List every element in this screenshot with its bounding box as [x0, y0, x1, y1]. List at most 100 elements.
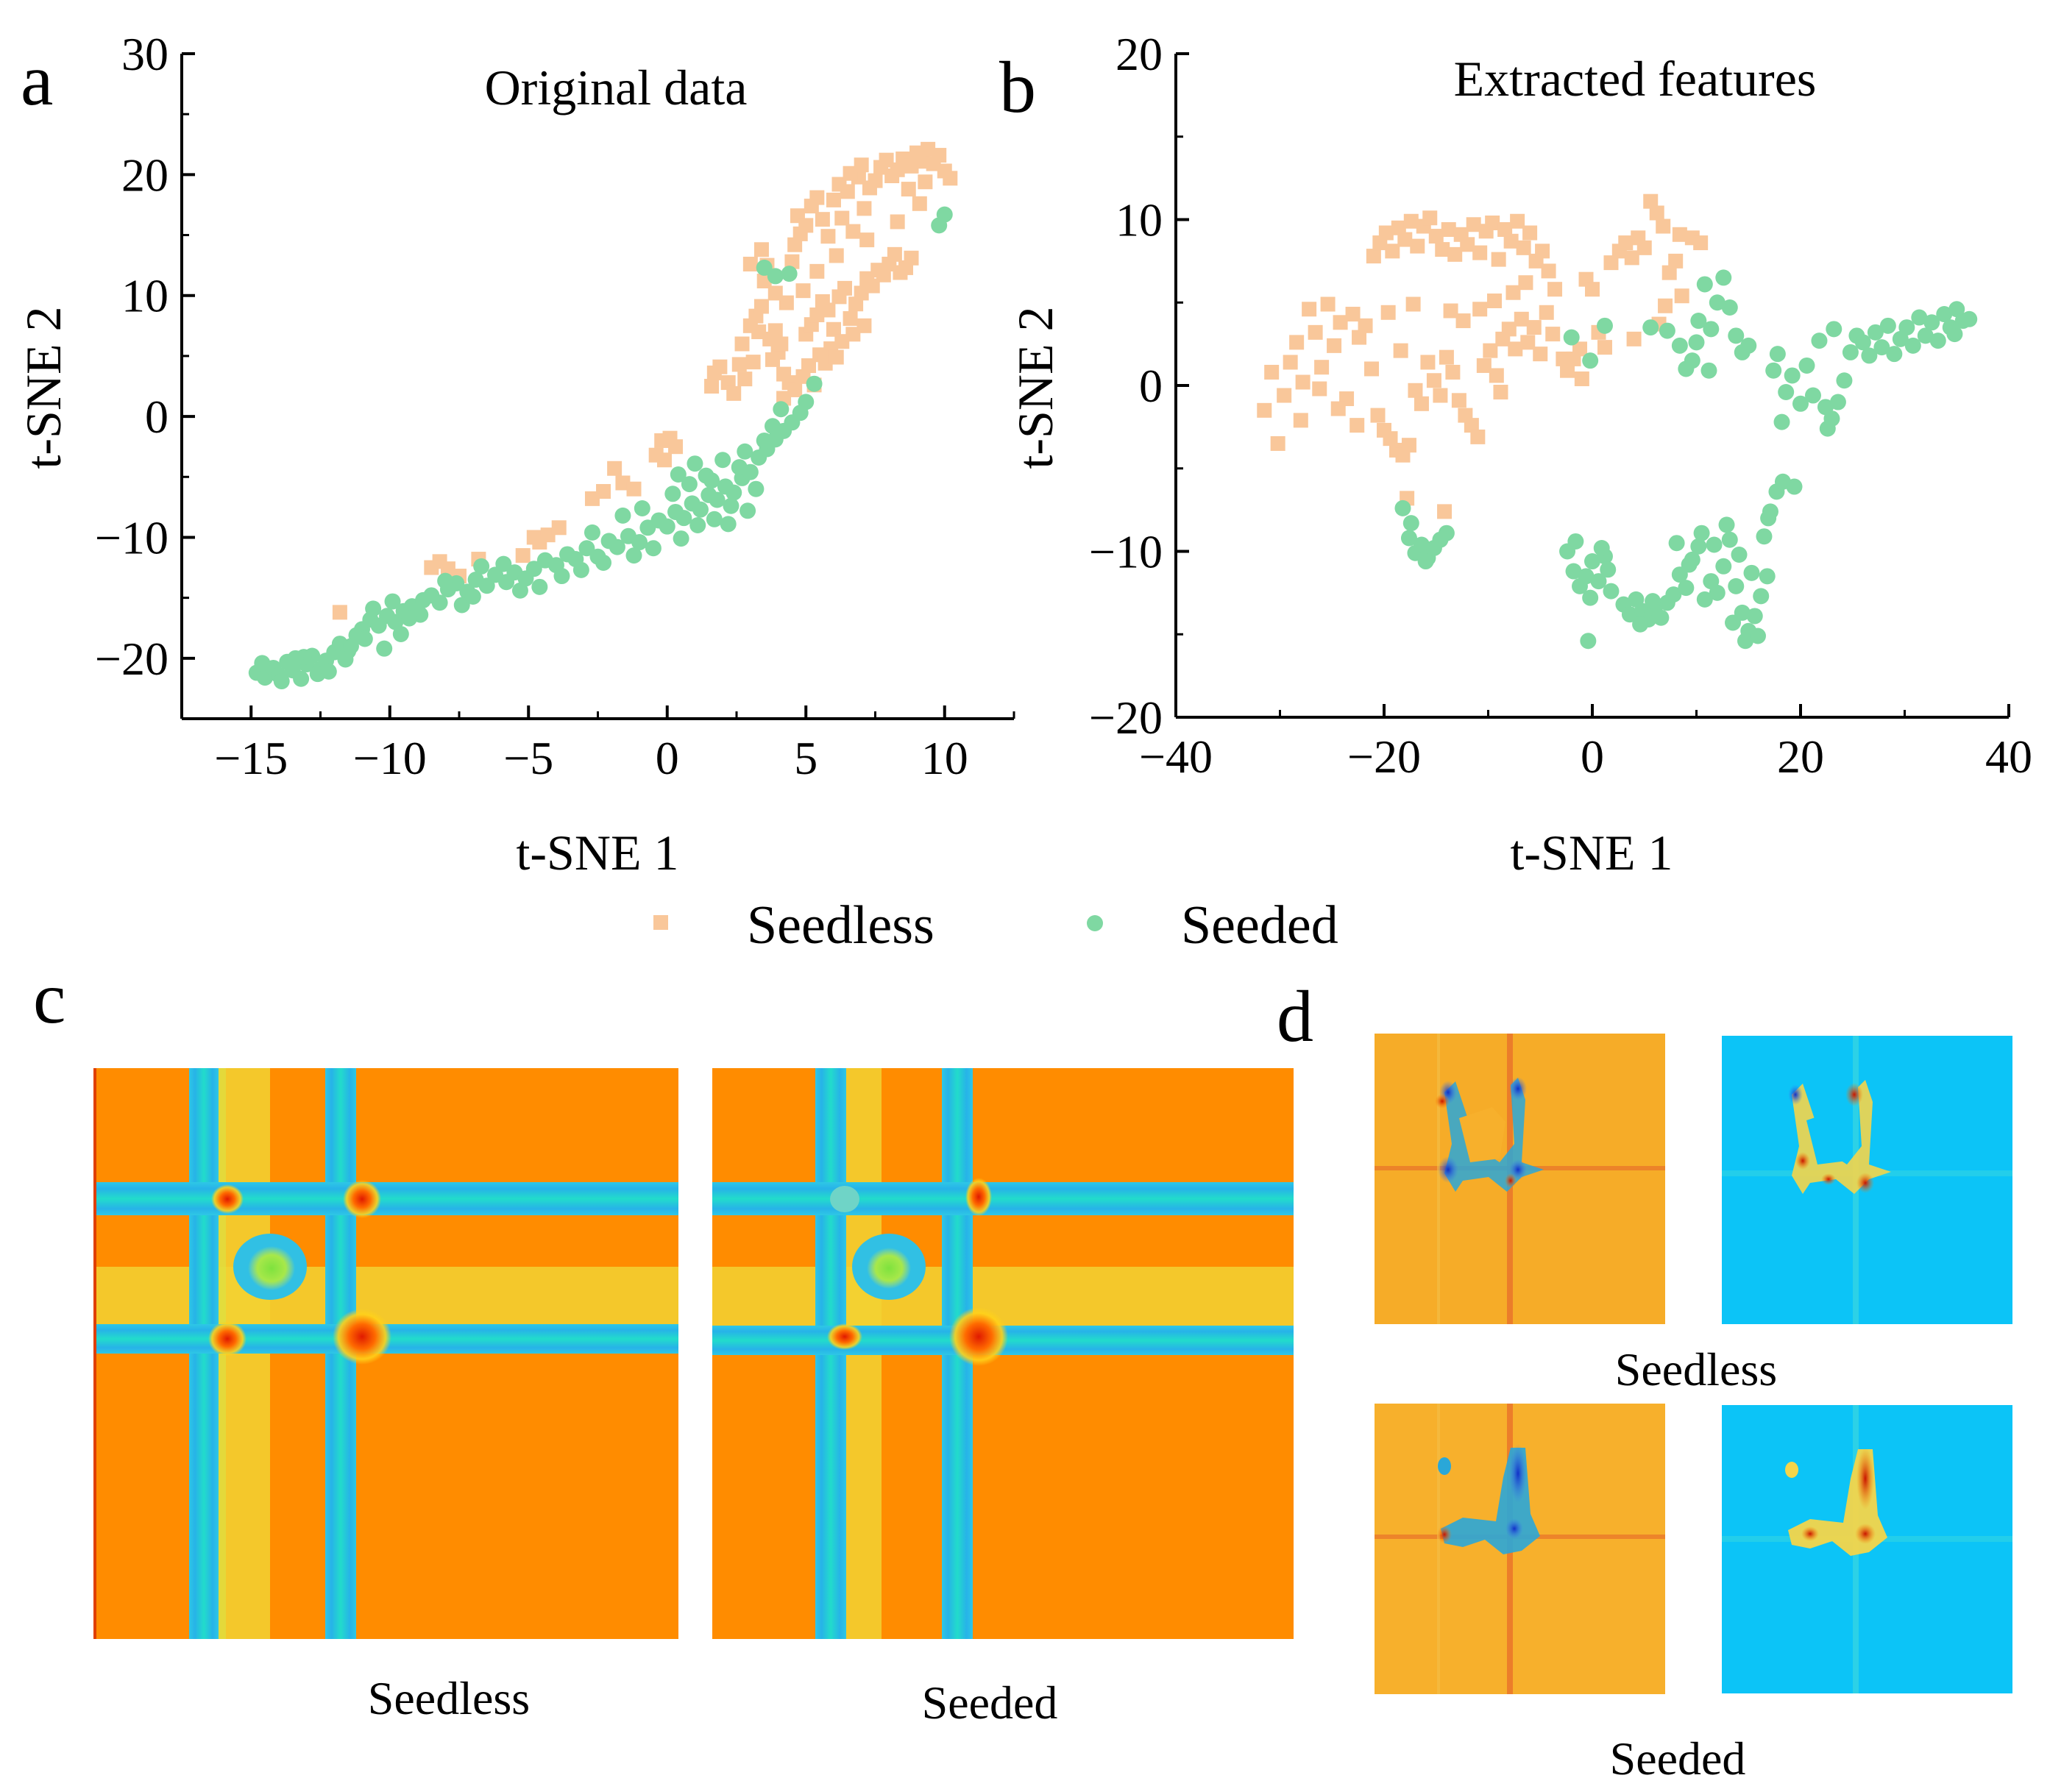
- chart-b-seeded-point: [1784, 367, 1801, 384]
- chart-b-seedless-point: [1522, 225, 1538, 241]
- chart-b-seedless-point: [1312, 381, 1327, 397]
- chart-a-seeded-point: [659, 518, 675, 535]
- chart-b-xlabel: t-SNE 1: [1511, 825, 1673, 881]
- chart-a-seedless-point: [809, 190, 825, 205]
- chart-a-seeded-point: [401, 610, 418, 627]
- chart-b-seedless-point: [1420, 355, 1436, 370]
- chart-a-seeded-point: [525, 561, 542, 577]
- chart-a-seeded-point: [670, 466, 687, 483]
- chart-b-xtick-label: −20: [1347, 730, 1421, 783]
- chart-a-seeded-point: [756, 259, 773, 276]
- chart-b-seeded-point: [1946, 326, 1963, 343]
- chart-a-seedless-point: [932, 148, 947, 163]
- chart-b-seeded-point: [1737, 633, 1754, 650]
- chart-a-seedless-point: [778, 295, 794, 310]
- chart-b-seeded-point: [1746, 608, 1763, 625]
- chart-b-seedless-point: [1547, 282, 1563, 297]
- chart-a-seedless-point: [726, 385, 742, 401]
- chart-b-seedless-point: [1439, 349, 1454, 365]
- chart-a-seeded-point: [287, 650, 304, 666]
- chart-b-seedless-point: [1426, 373, 1441, 388]
- chart-a-seedless-point: [820, 229, 836, 244]
- chart-b-seeded-point: [1759, 568, 1776, 585]
- feature-map-seedless-blue: [1722, 1036, 2012, 1324]
- chart-a-seedless-point: [765, 352, 781, 367]
- chart-b-seedless-point: [1441, 222, 1456, 238]
- panel-label-d: d: [1277, 975, 1313, 1057]
- chart-b-seedless-point: [1264, 364, 1280, 380]
- chart-a-seedless-point: [809, 263, 825, 279]
- chart-b-seeded-point: [1590, 573, 1607, 590]
- chart-a-seedless-point: [737, 371, 753, 387]
- chart-b-seedless-point: [1447, 246, 1463, 262]
- chart-b-seeded-point: [1743, 564, 1760, 581]
- chart-b-seedless-point: [1486, 293, 1502, 308]
- chart-a-ytick-label: −20: [95, 633, 169, 685]
- chart-a-seeded-point: [709, 491, 726, 508]
- chart-a-seeded-point: [756, 432, 773, 449]
- chart-b-seeded-point: [1854, 334, 1871, 351]
- chart-a-seedless-point: [921, 141, 936, 157]
- chart-a-ytick-label: 20: [121, 149, 169, 201]
- chart-b-seeded-point: [1665, 586, 1682, 603]
- chart-a-seedless-point: [912, 196, 927, 211]
- chart-a-seedless-point: [845, 327, 861, 342]
- chart-b-seedless-point: [1535, 243, 1550, 259]
- chart-b-seeded-point: [1582, 352, 1599, 369]
- chart-b-seeded-point: [1728, 577, 1745, 594]
- chart-b-ytick-label: 10: [1116, 194, 1163, 246]
- chart-b-seeded-point: [1773, 413, 1790, 430]
- chart-b-seeded-point: [1690, 313, 1707, 330]
- chart-a-seeded-point: [740, 502, 756, 519]
- chart-a-seeded-point: [625, 547, 642, 564]
- chart-b-seedless-point: [1295, 374, 1310, 390]
- chart-b-seedless-point: [1460, 237, 1475, 252]
- feature-map-seeded-orange: [1375, 1404, 1665, 1694]
- chart-a-seedless-point: [845, 224, 861, 239]
- chart-a-seedless-point: [742, 256, 758, 271]
- chart-b-xtick-label: 0: [1581, 730, 1604, 783]
- panel-label-c: c: [33, 957, 65, 1039]
- chart-b-seeded-point: [1584, 553, 1600, 570]
- chart-b-seedless-point: [1603, 255, 1619, 271]
- chart-b-seeded-point: [1709, 584, 1726, 601]
- chart-a-seedless-point: [834, 210, 850, 226]
- chart-b-seeded-point: [1671, 337, 1688, 354]
- scatter-chart-b: Extracted features −40 −20 0 20 40−20−100102…: [1007, 28, 2032, 881]
- chart-a-seedless-point: [731, 357, 747, 372]
- chart-b-seeded-point: [1753, 588, 1770, 605]
- chart-b-seeded-point: [1563, 329, 1580, 346]
- chart-b-seeded-point: [1867, 324, 1884, 341]
- chart-a-ytick-label: 10: [121, 270, 169, 322]
- chart-b-seeded-point: [1786, 478, 1803, 495]
- caption-c-seedless: Seedless: [368, 1672, 530, 1724]
- chart-b-seedless-point: [1393, 343, 1408, 358]
- chart-a-seeded-point: [692, 501, 709, 518]
- chart-b-seeded-point: [1873, 339, 1890, 356]
- chart-b-seedless-point: [1380, 305, 1396, 320]
- legend-seedless-label: Seedless: [747, 895, 934, 956]
- chart-b-seedless-point: [1497, 222, 1513, 238]
- chart-b-seeded-point: [1402, 515, 1419, 532]
- chart-b-seedless-point: [1574, 371, 1589, 386]
- chart-b-seedless-point: [1483, 343, 1498, 358]
- chart-a-seedless-point: [826, 321, 841, 337]
- chart-a-seeded-point: [384, 593, 401, 610]
- chart-a-seeded-point: [578, 540, 595, 557]
- chart-b-seeded-point: [1760, 510, 1777, 527]
- chart-b-seedless-point: [1636, 240, 1652, 255]
- chart-b-seeded-point: [1653, 609, 1670, 626]
- chart-a-seeded-point: [365, 600, 382, 617]
- chart-b-seeded-point: [1811, 333, 1828, 349]
- chart-a-ytick-label: 0: [145, 391, 169, 443]
- chart-a-xtick-label: −15: [214, 732, 288, 784]
- chart-a-ylabel: t-SNE 2: [15, 307, 71, 469]
- chart-b-seedless-point: [1302, 302, 1317, 317]
- chart-b-seedless-point: [1320, 296, 1336, 312]
- chart-b-seeded-point: [1696, 591, 1713, 608]
- chart-a-seeded-point: [473, 558, 490, 575]
- chart-a-seeded-point: [714, 452, 731, 469]
- chart-a-seedless-point: [879, 152, 894, 168]
- chart-b-xtick-label: 40: [1985, 730, 2032, 783]
